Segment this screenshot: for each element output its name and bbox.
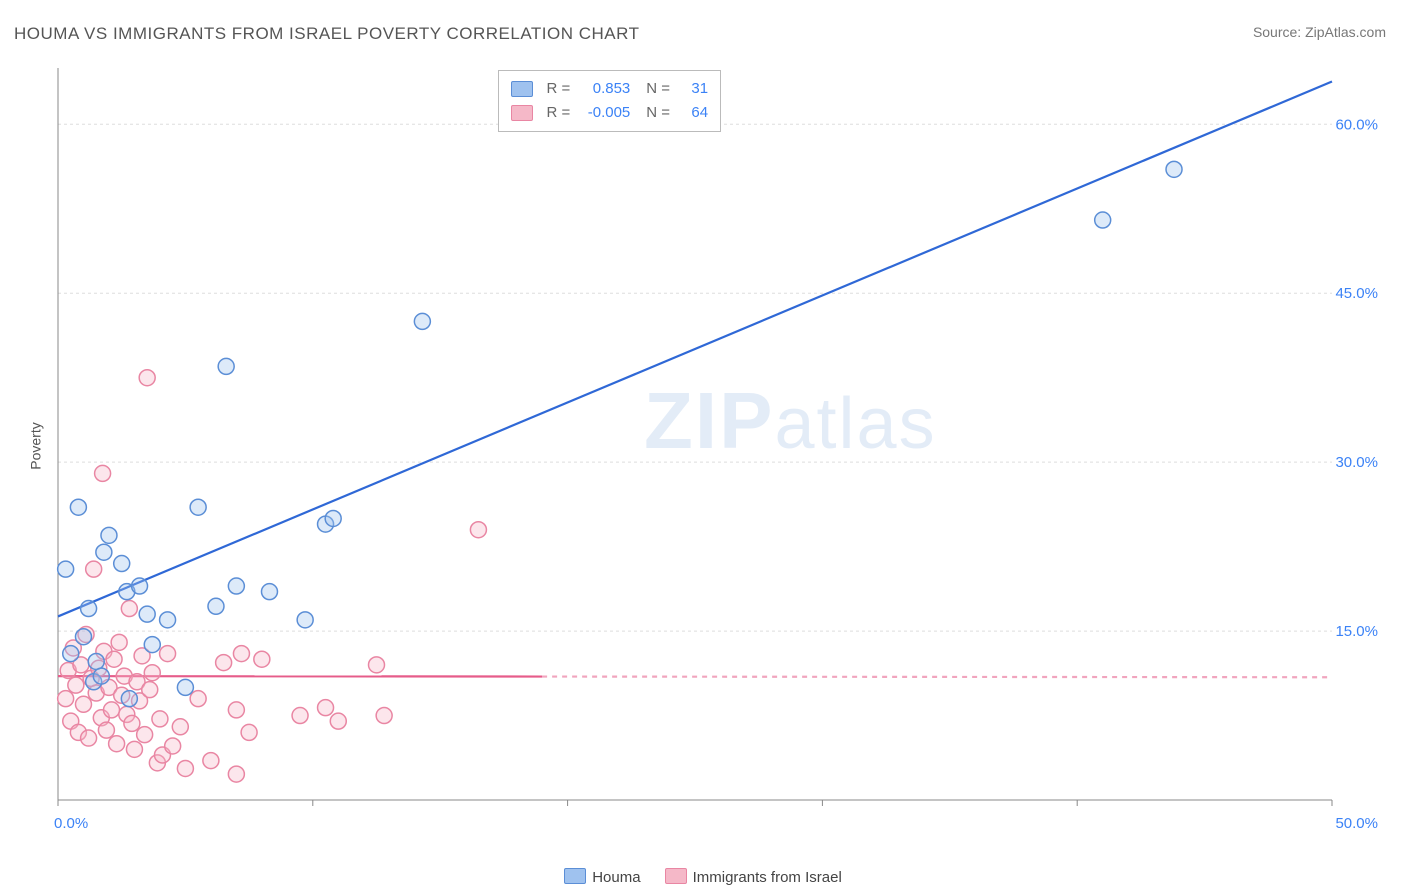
data-point [121,601,137,617]
legend-row: R = -0.005 N = 64 [511,101,709,125]
data-point [369,657,385,673]
data-point [292,708,308,724]
legend-r-value: -0.005 [578,101,630,125]
chart-container: HOUMA VS IMMIGRANTS FROM ISRAEL POVERTY … [0,0,1406,892]
data-point [109,736,125,752]
data-point [233,646,249,662]
y-tick-label: 45.0% [1335,285,1378,302]
legend-swatch [511,81,533,97]
data-point [177,679,193,695]
data-point [203,753,219,769]
data-point [261,584,277,600]
data-point [124,715,140,731]
data-point [70,499,86,515]
data-point [1095,212,1111,228]
series-legend: Houma Immigrants from Israel [0,868,1406,886]
x-tick-label: 0.0% [54,815,88,832]
data-point [216,655,232,671]
data-point [111,634,127,650]
regression-line-dashed [542,677,1332,678]
data-point [470,522,486,538]
data-point [132,578,148,594]
scatter-chart-svg: 15.0% 30.0% 45.0% 60.0% 0.0% 50.0% [48,60,1386,840]
legend-swatch [511,105,533,121]
data-point [254,651,270,667]
data-point [58,561,74,577]
data-point [241,724,257,740]
data-point [86,561,102,577]
data-point [297,612,313,628]
data-point [81,601,97,617]
data-point [63,646,79,662]
data-point [152,711,168,727]
data-point [228,578,244,594]
legend-row: R = 0.853 N = 31 [511,77,709,101]
chart-title: HOUMA VS IMMIGRANTS FROM ISRAEL POVERTY … [14,24,639,44]
legend-n-value: 31 [678,77,708,101]
data-point [190,499,206,515]
legend-item: Immigrants from Israel [665,868,842,886]
data-point [58,691,74,707]
data-point [144,637,160,653]
data-point [95,465,111,481]
legend-r-label: R = [547,101,571,125]
regression-line [58,82,1332,617]
data-point [414,313,430,329]
legend-n-label: N = [646,101,670,125]
data-point [75,696,91,712]
y-tick-label: 60.0% [1335,116,1378,133]
data-point [228,766,244,782]
data-point [106,651,122,667]
data-point [208,598,224,614]
source-attribution: Source: ZipAtlas.com [1253,24,1386,40]
data-point [101,527,117,543]
data-point [98,722,114,738]
data-point [81,730,97,746]
data-point [139,606,155,622]
data-point [88,653,104,669]
legend-swatch [564,868,586,884]
legend-item: Houma [564,868,640,886]
data-point [218,358,234,374]
data-point [330,713,346,729]
data-point [68,677,84,693]
data-point [177,760,193,776]
data-point [160,646,176,662]
x-tick-label: 50.0% [1335,815,1378,832]
data-point [96,544,112,560]
plot-area: 15.0% 30.0% 45.0% 60.0% 0.0% 50.0% [48,60,1386,840]
data-point [318,700,334,716]
data-point [137,727,153,743]
data-point [376,708,392,724]
legend-label: Immigrants from Israel [693,869,842,886]
data-point [144,665,160,681]
data-point [93,668,109,684]
correlation-legend: R = 0.853 N = 31 R = -0.005 N = 64 [498,70,722,132]
data-point [325,510,341,526]
data-point [190,691,206,707]
legend-swatch [665,868,687,884]
legend-label: Houma [592,869,640,886]
data-point [1166,161,1182,177]
data-point [165,738,181,754]
data-point [139,370,155,386]
legend-n-label: N = [646,77,670,101]
y-tick-label: 30.0% [1335,454,1378,471]
data-point [228,702,244,718]
data-point [172,719,188,735]
legend-r-value: 0.853 [578,77,630,101]
data-point [114,556,130,572]
data-point [142,682,158,698]
data-point [75,629,91,645]
legend-n-value: 64 [678,101,708,125]
data-point [104,702,120,718]
data-point [121,691,137,707]
data-point [126,741,142,757]
y-axis-label: Poverty [28,422,44,469]
y-tick-label: 15.0% [1335,623,1378,640]
legend-r-label: R = [547,77,571,101]
data-point [160,612,176,628]
